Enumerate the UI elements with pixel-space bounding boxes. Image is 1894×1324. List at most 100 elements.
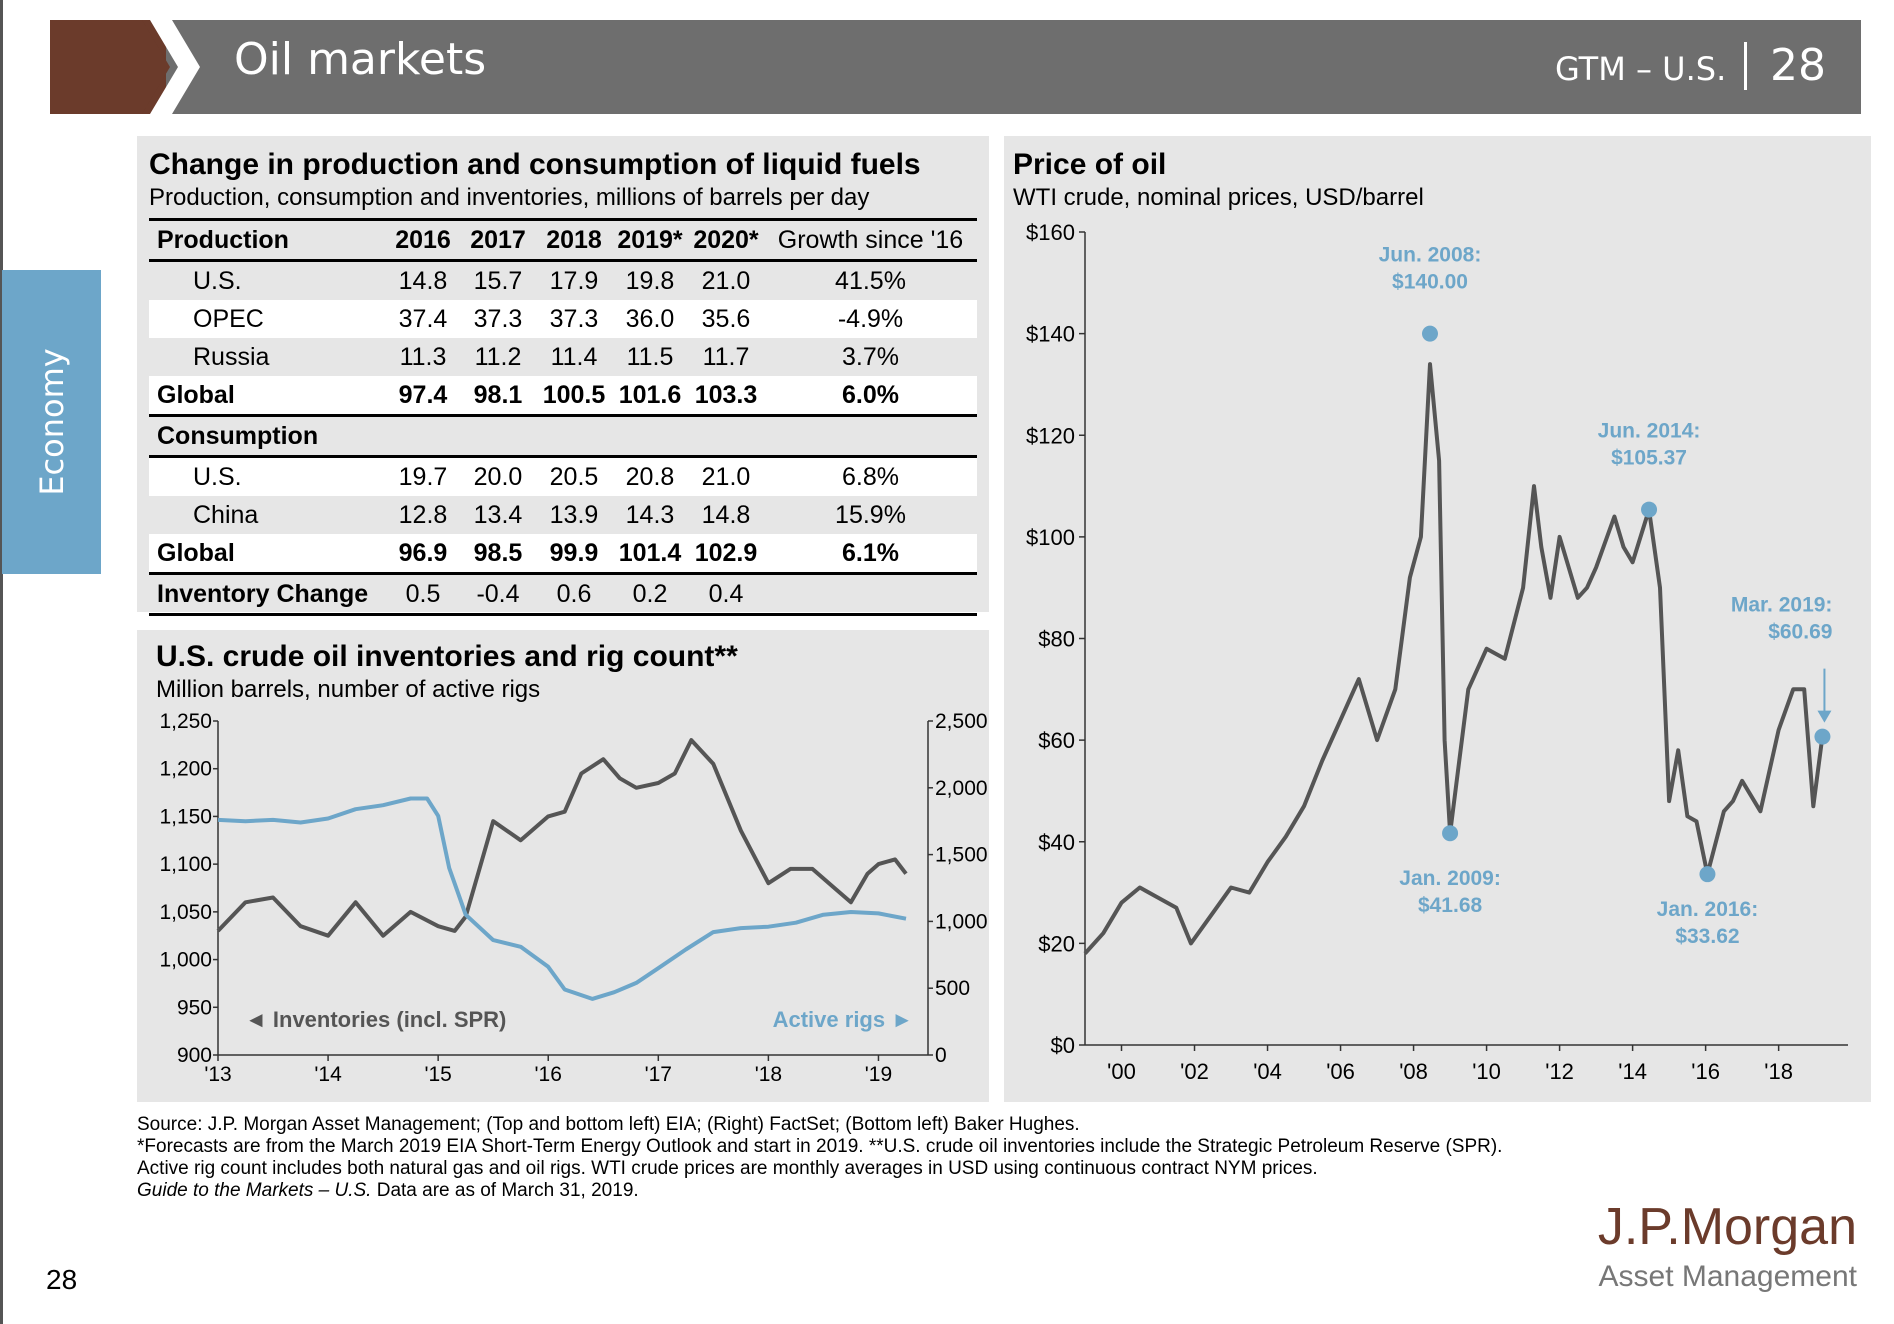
annotation-label: Jan. 2009: [1399, 867, 1501, 890]
row-label: Russia [193, 342, 270, 371]
x-tick-label: '02 [1180, 1059, 1209, 1084]
table-cell: 13.9 [549, 500, 599, 529]
table-cell: 6.1% [764, 534, 977, 575]
section-tab-label: Economy [32, 348, 71, 496]
row-label: Global [149, 534, 386, 575]
table-cell: 98.1 [460, 376, 536, 417]
table-cell: 98.5 [460, 534, 536, 575]
y-tick-label-left: 1,000 [159, 949, 212, 972]
table-header-row: Production 2016 2017 2018 2019* 2020* Gr… [149, 218, 977, 262]
annotation-value: $105.37 [1611, 447, 1687, 470]
y-tick-label-right: 0 [935, 1044, 947, 1067]
table-title: Change in production and consumption of … [149, 148, 921, 181]
table-cell: 37.3 [460, 300, 536, 338]
table-cell: 3.7% [842, 342, 899, 371]
annotation-label: Jun. 2008: [1379, 244, 1482, 267]
table-cell: 11.3 [399, 342, 447, 371]
header-chevron-brown [126, 20, 170, 114]
x-tick-label: '06 [1326, 1059, 1355, 1084]
y-tick-label-right: 1,000 [935, 910, 988, 933]
fuel-table: Production 2016 2017 2018 2019* 2020* Gr… [149, 218, 977, 616]
table-row: OPEC 37.4 37.3 37.3 36.0 35.6 -4.9% [149, 300, 977, 338]
table-cell: 14.8 [701, 500, 751, 529]
x-tick-label: '16 [535, 1063, 562, 1086]
annotation-value: $41.68 [1418, 894, 1483, 917]
y-tick-label: $60 [1038, 728, 1075, 753]
y-tick-label-left: 950 [177, 996, 212, 1019]
table-row-total: Global 97.4 98.1 100.5 101.6 103.3 6.0% [149, 376, 977, 417]
row-label: China [193, 500, 259, 529]
oil-price-chart: $160 $140 $120 $100 $80 $60 $40 $20 $0 '00 '02 '04 '… [1026, 220, 1848, 1084]
table-cell: 12.8 [398, 500, 448, 529]
table-cell: 37.3 [536, 300, 612, 338]
x-tick-label: '12 [1545, 1059, 1574, 1084]
y-tick-label: $100 [1026, 525, 1075, 550]
y-tick-label-right: 2,500 [935, 710, 988, 733]
oil-subtitle: WTI crude, nominal prices, USD/barrel [1013, 184, 1424, 211]
row-label: U.S. [193, 266, 242, 295]
inventory-change-row: Inventory Change 0.5 -0.4 0.6 0.2 0.4 [149, 573, 977, 616]
y-tick-label: $140 [1026, 322, 1075, 347]
x-tick-label: '14 [314, 1063, 342, 1086]
annotation-label: Jan. 2016: [1657, 898, 1759, 921]
table-row: China 12.8 13.4 13.9 14.3 14.8 15.9% [149, 496, 977, 534]
x-tick-label: '00 [1107, 1059, 1136, 1084]
row-label: Inventory Change [149, 573, 386, 616]
table-cell: 11.7 [702, 342, 750, 371]
series-label-rigs: Active rigs ► [773, 1007, 913, 1032]
y-tick-label: $0 [1051, 1033, 1075, 1058]
inventories-line [216, 738, 908, 938]
table-cell: 20.0 [460, 456, 536, 496]
annotation-label: Mar. 2019: [1731, 594, 1833, 617]
table-cell: 13.4 [473, 500, 523, 529]
table-cell: 11.2 [474, 342, 522, 371]
oil-price-line [1083, 362, 1825, 955]
logo-wordmark: J.P.Morgan [1598, 1200, 1857, 1256]
table-cell: 21.0 [688, 456, 764, 496]
row-label: OPEC [149, 300, 386, 338]
y-tick-label: $160 [1026, 220, 1075, 245]
guide-title: Guide to the Markets – U.S. [137, 1180, 372, 1201]
header-divider [1744, 42, 1747, 90]
table-cell: 15.9% [835, 500, 906, 529]
column-header: 2017 [460, 218, 536, 262]
table-cell: -0.4 [460, 573, 536, 616]
table-cell: 20.8 [612, 456, 688, 496]
x-tick-label: '04 [1253, 1059, 1282, 1084]
table-cell [764, 573, 977, 616]
table-cell: 103.3 [688, 376, 764, 417]
table-panel [137, 136, 989, 612]
section-tab-economy[interactable]: Economy [2, 270, 101, 574]
x-tick-label: '19 [865, 1063, 892, 1086]
x-tick-label: '16 [1691, 1059, 1720, 1084]
inventories-rig-chart: 1,250 1,200 1,150 1,100 1,050 1,000 950 900 2,50… [159, 710, 988, 1086]
data-asof: Data are as of March 31, 2019. [371, 1180, 639, 1201]
x-tick-label: '08 [1399, 1059, 1428, 1084]
consumption-header-row: Consumption [149, 415, 977, 458]
table-cell: 20.5 [536, 456, 612, 496]
y-tick-label-right: 1,500 [935, 844, 988, 867]
table-cell: -4.9% [764, 300, 977, 338]
annotation-value: $60.69 [1768, 621, 1832, 644]
column-header: 2020* [688, 218, 764, 262]
x-tick-label: '15 [424, 1063, 451, 1086]
annotation-dot [1814, 728, 1831, 745]
annotation-dot [1442, 825, 1459, 842]
y-tick-label-left: 1,200 [159, 758, 212, 781]
y-tick-label-left: 1,100 [159, 853, 212, 876]
table-cell: 96.9 [386, 534, 460, 575]
column-header: 2019* [612, 218, 688, 262]
slide-title: Oil markets [234, 34, 487, 85]
column-header: 2016 [386, 218, 460, 262]
series-label-inventories: ◄ Inventories (incl. SPR) [245, 1007, 506, 1032]
table-cell: 17.9 [549, 266, 599, 295]
y-tick-label-right: 2,000 [935, 777, 988, 800]
table-cell: 102.9 [688, 534, 764, 575]
y-tick-label: $40 [1038, 830, 1075, 855]
inventories-panel [137, 630, 989, 1102]
annotation-dot [1699, 866, 1716, 883]
column-header: Growth since '16 [764, 218, 977, 262]
table-cell: 0.5 [386, 573, 460, 616]
footnotes: Source: J.P. Morgan Asset Management; (T… [137, 1114, 1557, 1202]
row-label: U.S. [149, 456, 386, 496]
